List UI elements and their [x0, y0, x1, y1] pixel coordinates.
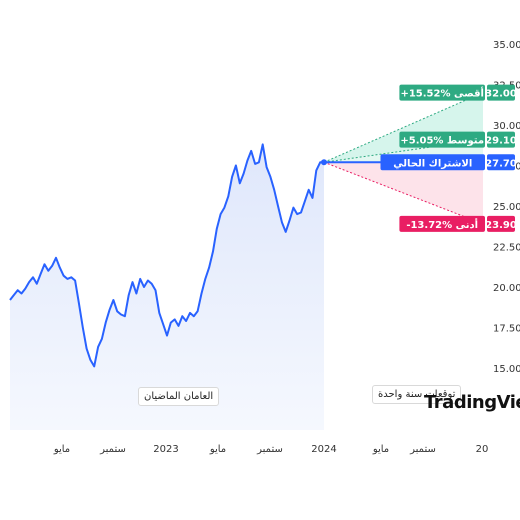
forecast-high-label: +15.52% أقصى: [400, 87, 483, 100]
x-tick-label: مايو: [53, 444, 70, 455]
x-tick-label: مايو: [209, 444, 226, 455]
price-line: [9, 143, 324, 368]
tradingview-logo: TradingView: [424, 392, 520, 413]
forecast-current-price-box: [487, 154, 515, 171]
y-tick-label: 30.00: [493, 121, 520, 132]
x-tick-label: مايو: [372, 444, 389, 455]
x-tick-label: 2024: [311, 444, 336, 455]
past-period-label: العامان الماضيان: [138, 387, 220, 406]
forecast-high-price-box: [487, 84, 515, 101]
forecast-low-line: [323, 161, 484, 225]
forecast-current-label: الاشتراك الحالي: [393, 158, 472, 169]
x-tick-label: 2023: [153, 444, 178, 455]
forecast-low-label: -13.72% أدنى: [406, 218, 478, 231]
x-tick-label: 20: [476, 444, 489, 455]
forecast-high-line: [323, 92, 484, 163]
forecast-low-price: 23.90: [485, 220, 517, 231]
y-tick-label: 35.00: [493, 40, 520, 51]
y-tick-label: 20.00: [493, 283, 520, 294]
y-tick-label: 22.50: [493, 243, 520, 254]
y-tick-label: 17.50: [493, 324, 520, 335]
forecast-average-price-box: [487, 131, 515, 148]
forecast-average-label-box: [399, 131, 485, 148]
forecast-current-label-box: [380, 154, 485, 171]
x-tick-label: ستمبر: [409, 444, 436, 455]
forecast-current-price: 27.70: [485, 158, 517, 169]
price-area: [10, 144, 324, 430]
forecast-high-label-box: [399, 84, 485, 101]
current-price-dot: [321, 159, 327, 166]
forecast-lower-cone: [324, 162, 483, 224]
forecast-average-price: 29.10: [485, 136, 517, 147]
forecast-average-label: +5.05% متوسط: [400, 136, 484, 147]
forecast-low-label-box: [399, 215, 485, 232]
forecast-high-price: 32.00: [485, 89, 517, 100]
x-tick-label: ستمبر: [256, 444, 283, 455]
forecast-low-price-box: [487, 215, 515, 232]
forecast-period-label: توقعات سنة واحدة: [372, 385, 462, 404]
y-tick-label: 15.00: [493, 364, 520, 375]
x-tick-label: ستمبر: [99, 444, 126, 455]
y-tick-label: 25.00: [493, 202, 520, 213]
